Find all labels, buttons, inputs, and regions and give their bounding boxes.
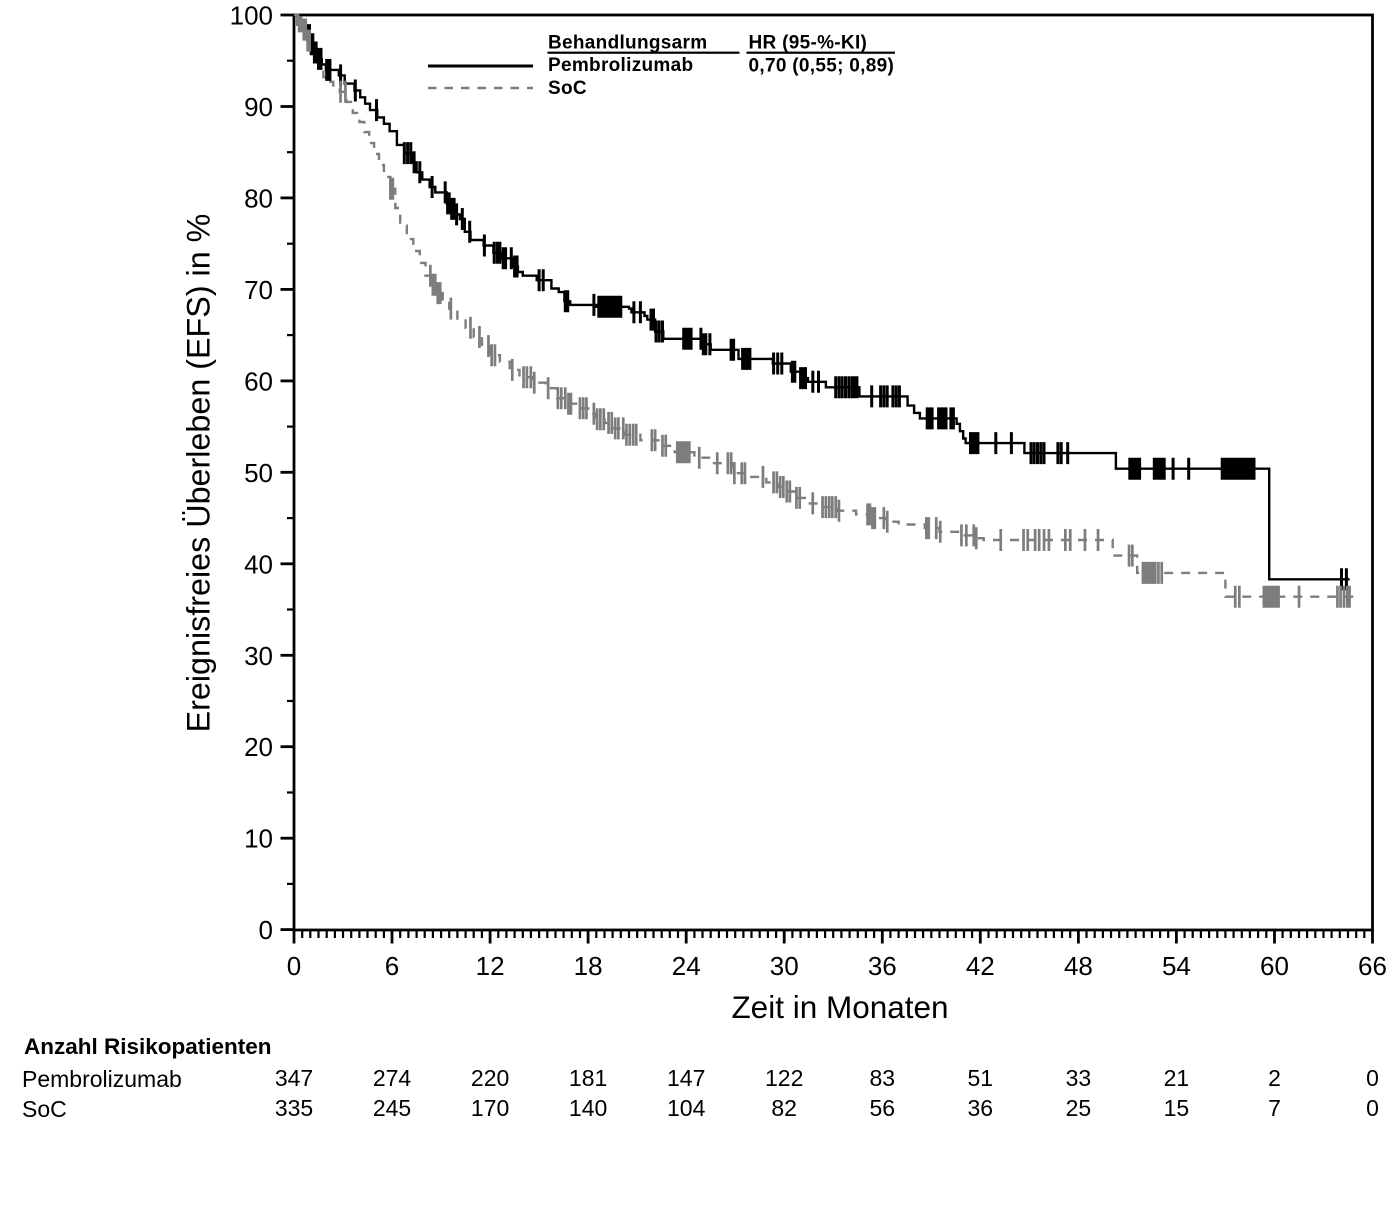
svg-text:0,70 (0,55; 0,89): 0,70 (0,55; 0,89) [749, 56, 895, 77]
svg-text:36: 36 [868, 951, 897, 981]
svg-text:Ereignisfreies Überleben (EFS): Ereignisfreies Überleben (EFS) in % [181, 214, 217, 733]
svg-text:SoC: SoC [548, 78, 587, 99]
svg-text:48: 48 [1064, 951, 1093, 981]
svg-text:24: 24 [672, 951, 701, 981]
svg-text:21: 21 [1164, 1065, 1190, 1091]
svg-text:90: 90 [244, 92, 273, 122]
svg-text:30: 30 [770, 951, 799, 981]
svg-text:Pembrolizumab: Pembrolizumab [22, 1066, 182, 1092]
svg-text:0: 0 [1366, 1095, 1379, 1121]
svg-text:SoC: SoC [22, 1096, 67, 1122]
svg-text:56: 56 [870, 1095, 896, 1121]
svg-text:Anzahl Risikopatienten: Anzahl Risikopatienten [24, 1034, 272, 1059]
svg-text:60: 60 [1260, 951, 1289, 981]
svg-text:51: 51 [968, 1065, 994, 1091]
svg-text:Zeit in Monaten: Zeit in Monaten [731, 989, 948, 1025]
svg-text:100: 100 [230, 1, 273, 31]
svg-text:170: 170 [471, 1095, 509, 1121]
svg-text:66: 66 [1358, 951, 1386, 981]
svg-text:10: 10 [244, 824, 273, 854]
svg-text:42: 42 [966, 951, 995, 981]
svg-text:25: 25 [1066, 1095, 1092, 1121]
svg-text:0: 0 [259, 915, 273, 945]
svg-text:181: 181 [569, 1065, 607, 1091]
svg-text:18: 18 [574, 951, 603, 981]
svg-text:36: 36 [968, 1095, 994, 1121]
svg-text:15: 15 [1164, 1095, 1190, 1121]
svg-text:7: 7 [1268, 1095, 1281, 1121]
svg-text:335: 335 [275, 1095, 313, 1121]
svg-text:6: 6 [385, 951, 399, 981]
svg-text:0: 0 [287, 951, 301, 981]
svg-text:33: 33 [1066, 1065, 1092, 1091]
svg-text:82: 82 [771, 1095, 797, 1121]
svg-text:80: 80 [244, 183, 273, 213]
svg-text:Behandlungsarm: Behandlungsarm [548, 33, 707, 54]
svg-text:12: 12 [476, 951, 505, 981]
svg-text:147: 147 [667, 1065, 705, 1091]
svg-text:30: 30 [244, 641, 273, 671]
svg-text:220: 220 [471, 1065, 509, 1091]
svg-text:50: 50 [244, 458, 273, 488]
svg-text:20: 20 [244, 732, 273, 762]
svg-text:104: 104 [667, 1095, 706, 1121]
svg-text:Pembrolizumab: Pembrolizumab [548, 55, 693, 76]
svg-text:347: 347 [275, 1065, 313, 1091]
svg-text:83: 83 [870, 1065, 896, 1091]
svg-text:122: 122 [765, 1065, 803, 1091]
svg-text:2: 2 [1268, 1065, 1281, 1091]
svg-text:54: 54 [1162, 951, 1191, 981]
svg-text:0: 0 [1366, 1065, 1379, 1091]
svg-text:274: 274 [373, 1065, 412, 1091]
svg-text:40: 40 [244, 549, 273, 579]
svg-text:140: 140 [569, 1095, 607, 1121]
svg-text:70: 70 [244, 275, 273, 305]
svg-text:60: 60 [244, 366, 273, 396]
svg-text:HR (95-%-KI): HR (95-%-KI) [749, 33, 868, 54]
svg-text:245: 245 [373, 1095, 411, 1121]
